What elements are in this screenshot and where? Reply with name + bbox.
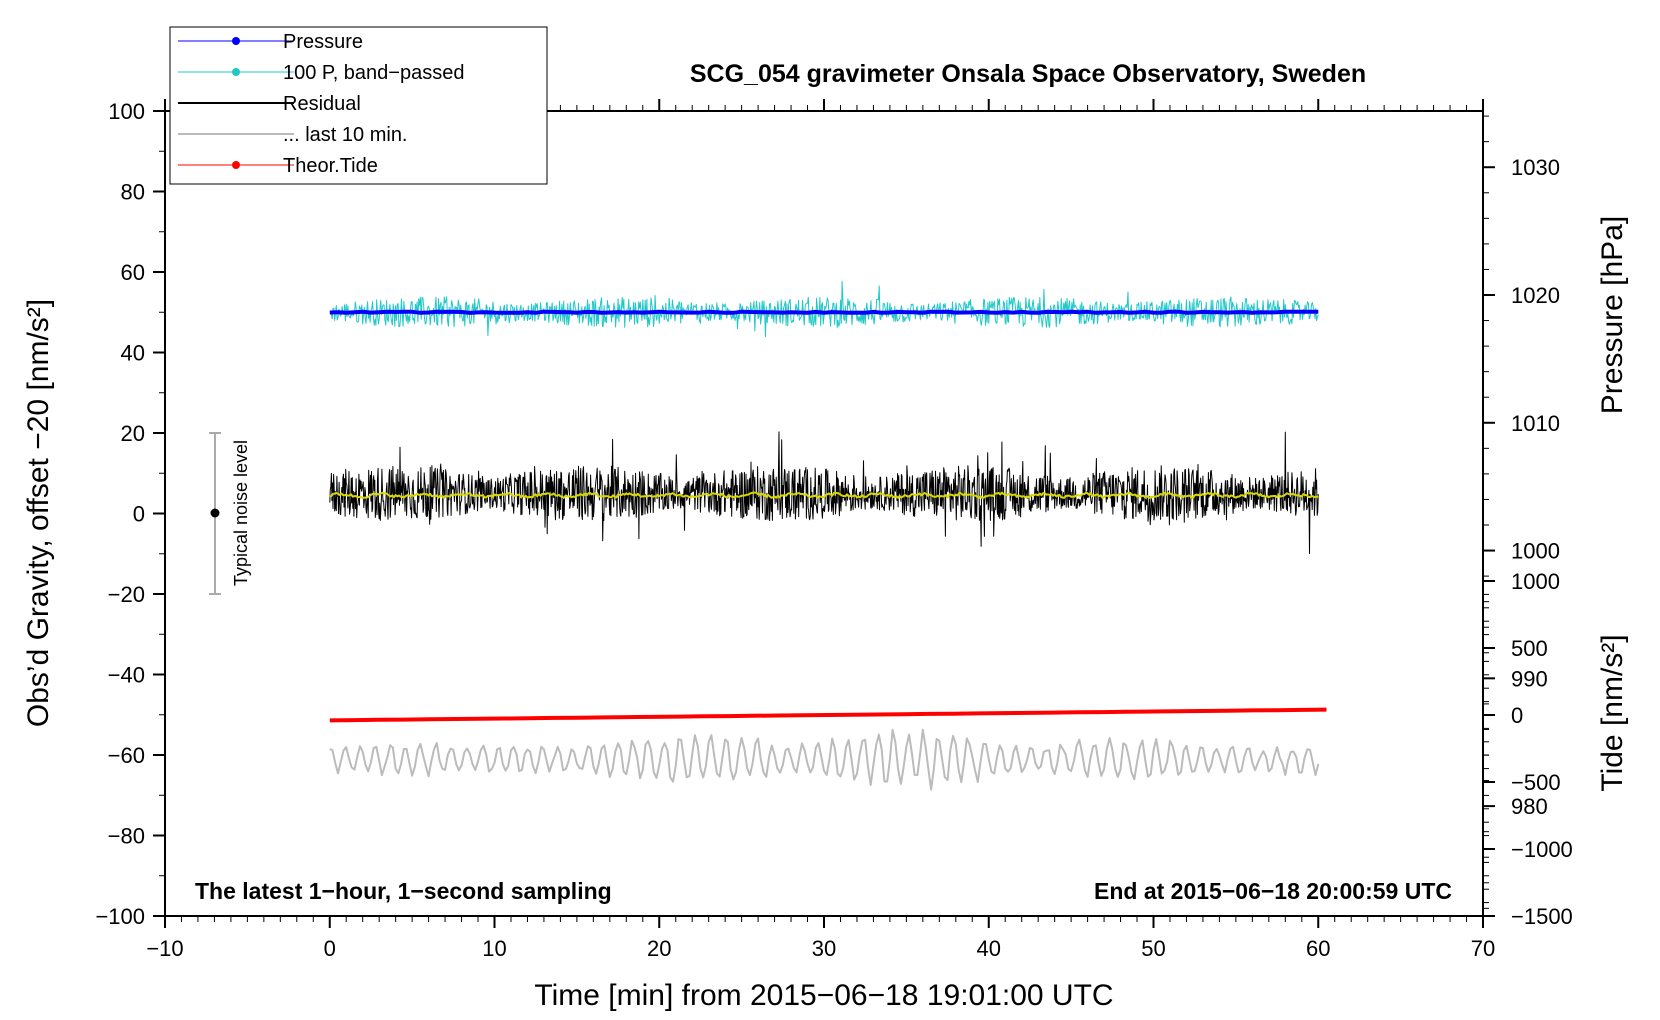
y-tick-label: 60	[121, 260, 145, 285]
x-tick-label: 0	[324, 936, 336, 961]
pressure-tick-label: 1010	[1511, 411, 1560, 436]
chart-title: SCG_054 gravimeter Onsala Space Observat…	[690, 60, 1366, 88]
legend-marker-pressure	[232, 37, 240, 45]
noise-level-indicator: Typical noise level	[209, 432, 251, 595]
note-right: End at 2015−06−18 20:00:59 UTC	[1094, 878, 1452, 904]
legend-item-theor-tide: Theor.Tide	[178, 155, 378, 177]
legend-marker-bandpassed	[232, 68, 240, 76]
y-tick-label: 80	[121, 180, 145, 205]
y-axis-title-left: Obs’d Gravity, offset −20 [nm/s²]	[22, 299, 55, 727]
legend-item-bandpassed: 100 P, band−passed	[178, 62, 464, 84]
y-tick-label: −100	[95, 904, 145, 929]
y-axis-title-pressure: Pressure [hPa]	[1596, 216, 1629, 414]
series-last-10-min	[329, 728, 1320, 791]
y-tick-label: −80	[108, 824, 145, 849]
tide-tick-label: −500	[1511, 770, 1561, 795]
legend-label-pressure: Pressure	[283, 31, 363, 53]
noise-level-label: Typical noise level	[231, 440, 251, 586]
tide-tick-label: −1000	[1511, 837, 1573, 862]
x-tick-label: 40	[977, 936, 1001, 961]
legend-label-last-10-min: ... last 10 min.	[283, 124, 408, 146]
series-bandpassed-pressure	[329, 280, 1319, 337]
tide-tick-label: −1500	[1511, 904, 1573, 929]
legend-label-bandpassed: 100 P, band−passed	[283, 62, 464, 84]
y-tick-label: 100	[108, 99, 145, 124]
tide-tick-label: 0	[1511, 703, 1523, 728]
x-tick-label: 70	[1471, 936, 1495, 961]
x-tick-label: 30	[812, 936, 836, 961]
tide-tick-label: 1000	[1511, 569, 1560, 594]
y-tick-label: −20	[108, 582, 145, 607]
legend-item-residual: Residual	[178, 93, 361, 115]
x-tick-label: 50	[1141, 936, 1165, 961]
y-tick-label: 0	[133, 502, 145, 527]
pressure-tick-label: 980	[1511, 794, 1548, 819]
legend: Pressure 100 P, band−passed Residual ...…	[169, 26, 548, 185]
series-residual	[329, 431, 1319, 554]
series-residual-smoothed	[329, 491, 1319, 499]
y-tick-label: −40	[108, 663, 145, 688]
plot-frame	[164, 110, 1484, 917]
y-tick-label: 20	[121, 421, 145, 446]
y-axis-title-tide: Tide [nm/s²]	[1596, 634, 1629, 791]
legend-label-residual: Residual	[283, 93, 361, 115]
pressure-tick-label: 990	[1511, 666, 1548, 691]
pressure-tick-label: 1000	[1511, 539, 1560, 564]
x-axis-title: Time [min] from 2015−06−18 19:01:00 UTC	[534, 979, 1113, 1012]
y-tick-label: 40	[121, 341, 145, 366]
legend-item-pressure: Pressure	[178, 31, 363, 53]
legend-box	[169, 26, 548, 185]
legend-marker-theor-tide	[232, 161, 240, 169]
legend-label-theor-tide: Theor.Tide	[283, 155, 378, 177]
noise-bar-center-dot	[210, 508, 220, 518]
pressure-tick-label: 1030	[1511, 155, 1560, 180]
pressure-tick-label: 1020	[1511, 283, 1560, 308]
note-left: The latest 1−hour, 1−second sampling	[195, 878, 612, 904]
axis-layer: −10 0 10 20 30 40 50 60 70100806040200−20−40−60−…	[95, 99, 1573, 961]
series-layer	[329, 280, 1327, 791]
x-tick-label: 10	[482, 936, 506, 961]
x-tick-label: −10	[146, 936, 183, 961]
x-tick-label: 60	[1306, 936, 1330, 961]
series-theor-tide	[329, 707, 1327, 723]
series-pressure	[329, 309, 1319, 315]
x-tick-label: 20	[647, 936, 671, 961]
y-tick-label: −60	[108, 743, 145, 768]
legend-item-last-10-min: ... last 10 min.	[178, 124, 408, 146]
tide-tick-label: 500	[1511, 636, 1548, 661]
